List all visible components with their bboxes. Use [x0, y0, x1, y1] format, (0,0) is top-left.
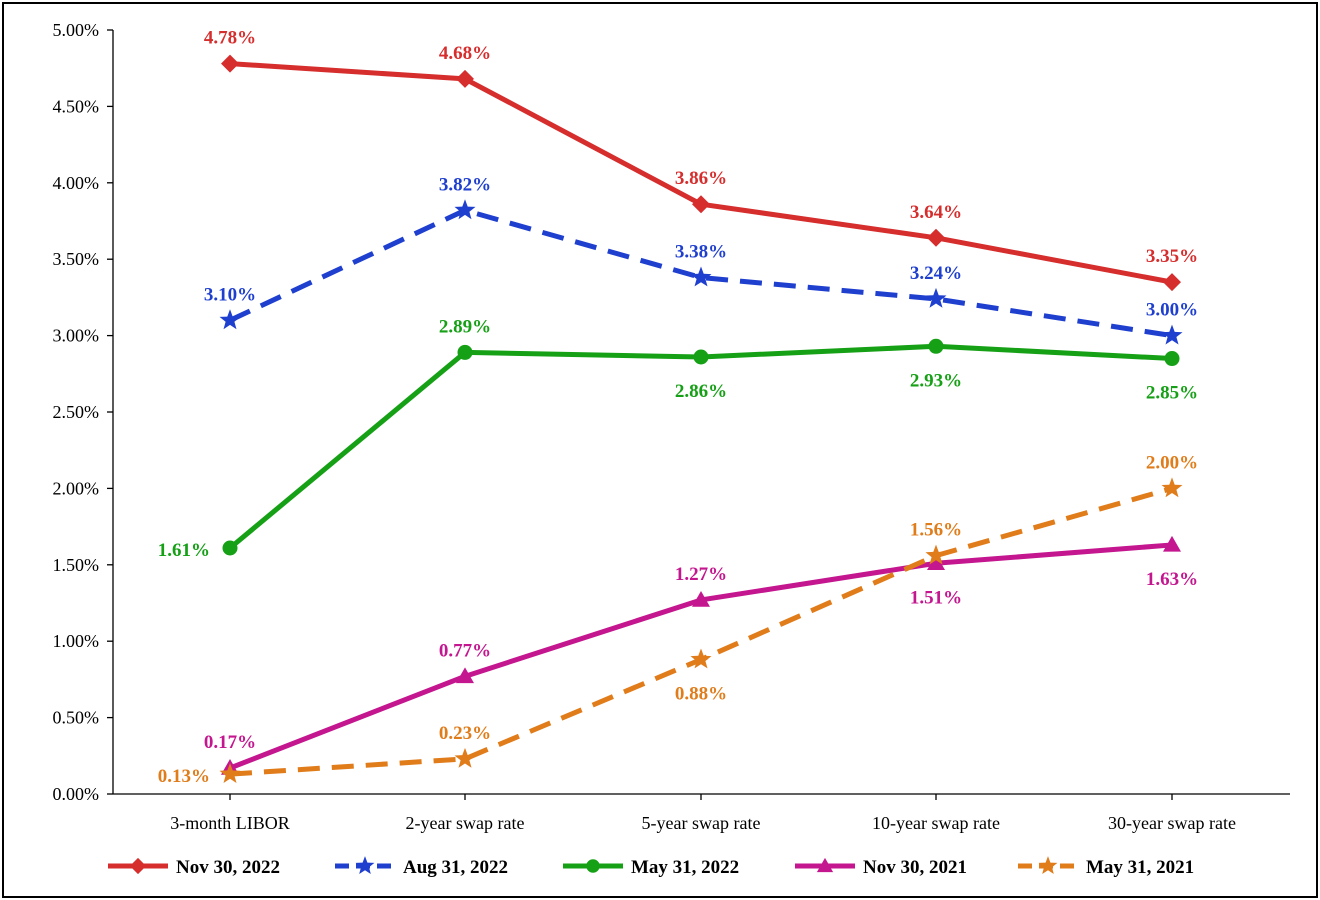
y-tick-label: 4.50%	[53, 96, 100, 116]
data-point	[1164, 351, 1180, 367]
data-label: 3.64%	[910, 202, 962, 223]
data-label: 1.27%	[675, 564, 727, 585]
data-label: 1.51%	[910, 587, 962, 608]
data-label: 1.63%	[1146, 569, 1198, 590]
y-tick-label: 3.00%	[53, 326, 100, 346]
data-point	[457, 344, 473, 360]
data-label: 0.77%	[439, 640, 491, 661]
legend-label: Aug 31, 2022	[403, 857, 508, 878]
data-label: 1.61%	[158, 540, 210, 561]
legend-label: May 31, 2021	[1086, 857, 1194, 878]
x-tick-label: 5-year swap rate	[642, 813, 761, 833]
data-label: 3.10%	[204, 284, 256, 305]
data-point	[693, 349, 709, 365]
data-point	[690, 648, 712, 669]
data-label: 0.17%	[204, 732, 256, 753]
data-point	[219, 763, 241, 783]
data-label: 0.88%	[675, 684, 727, 705]
y-tick-label: 2.00%	[53, 478, 100, 498]
data-label: 3.86%	[675, 168, 727, 189]
data-point	[927, 554, 945, 571]
data-point	[927, 228, 945, 247]
legend-label: May 31, 2022	[631, 857, 739, 878]
data-point	[456, 69, 474, 88]
data-label: 4.68%	[439, 43, 491, 64]
data-label: 2.00%	[1146, 452, 1198, 473]
x-tick-label: 3-month LIBOR	[170, 813, 290, 833]
data-point	[1161, 324, 1183, 345]
data-label: 2.85%	[1146, 383, 1198, 404]
data-label: 1.56%	[910, 520, 962, 541]
data-label: 2.93%	[910, 370, 962, 391]
y-tick-label: 0.50%	[53, 708, 100, 728]
data-label: 3.35%	[1146, 246, 1198, 267]
series-line	[228, 207, 1173, 339]
series-line	[229, 485, 1173, 777]
data-point	[690, 266, 712, 287]
data-point	[1163, 535, 1181, 552]
data-label: 3.82%	[439, 174, 491, 195]
data-point	[219, 309, 241, 330]
data-point	[1163, 273, 1181, 292]
legend-marker	[586, 859, 600, 873]
data-point	[925, 287, 947, 308]
data-label: 4.78%	[204, 28, 256, 49]
data-label: 3.38%	[675, 242, 727, 263]
data-label: 0.13%	[158, 766, 210, 787]
data-label: 2.86%	[675, 381, 727, 402]
y-tick-label: 4.00%	[53, 173, 100, 193]
data-point	[1161, 477, 1183, 498]
data-point	[692, 195, 710, 214]
data-point	[221, 54, 239, 73]
legend-label: Nov 30, 2022	[176, 857, 280, 878]
y-tick-label: 5.00%	[53, 20, 100, 40]
legend-marker	[1038, 856, 1058, 874]
data-label: 2.89%	[439, 316, 491, 337]
y-tick-label: 1.00%	[53, 631, 100, 651]
x-tick-label: 2-year swap rate	[406, 813, 525, 833]
x-tick-label: 30-year swap rate	[1108, 813, 1236, 833]
series-line	[228, 343, 1173, 550]
data-point	[456, 667, 474, 684]
data-label: 3.24%	[910, 263, 962, 284]
legend-marker	[355, 856, 375, 874]
data-point	[925, 544, 947, 565]
x-tick-label: 10-year swap rate	[872, 813, 1000, 833]
y-tick-label: 1.50%	[53, 555, 100, 575]
data-point	[454, 199, 476, 220]
y-tick-label: 0.00%	[53, 784, 100, 804]
data-point	[928, 338, 944, 354]
legend-marker	[129, 857, 147, 875]
data-label: 3.00%	[1146, 300, 1198, 321]
legend-label: Nov 30, 2021	[863, 857, 967, 878]
legend-marker	[816, 857, 834, 873]
y-tick-label: 2.50%	[53, 402, 100, 422]
data-label: 0.23%	[439, 723, 491, 744]
data-point	[222, 540, 238, 556]
y-tick-label: 3.50%	[53, 249, 100, 269]
data-point	[692, 590, 710, 607]
data-point	[454, 747, 476, 768]
